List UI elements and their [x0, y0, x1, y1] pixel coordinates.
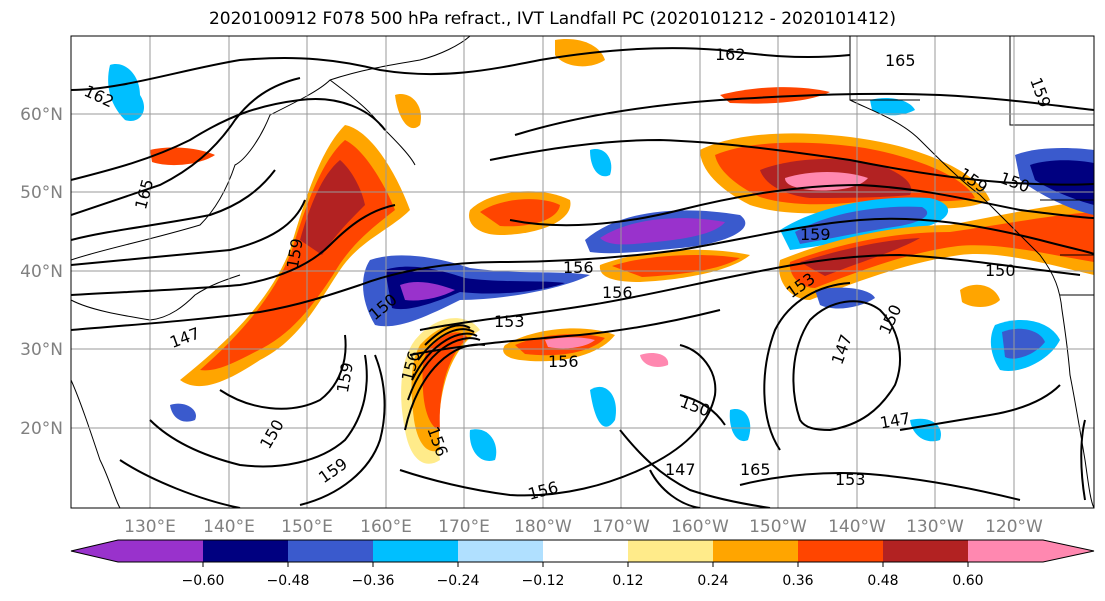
- colorbar-segment: [458, 540, 543, 562]
- lon-label: 120°W: [985, 517, 1043, 537]
- lon-label: 150°W: [749, 517, 807, 537]
- colorbar-tick-label: 0.60: [952, 573, 983, 589]
- lon-label: 170°E: [438, 517, 490, 537]
- colorbar-segment: [968, 540, 1043, 562]
- lon-label: 170°W: [592, 517, 650, 537]
- contour-label: 153: [494, 312, 525, 331]
- colorbar-tick-label: −0.48: [267, 573, 310, 589]
- lon-label: 140°E: [203, 517, 255, 537]
- lon-label: 130°W: [906, 517, 964, 537]
- lat-label: 20°N: [20, 419, 63, 439]
- contour-label: 147: [665, 460, 696, 479]
- contour-label: 156: [548, 352, 579, 371]
- colorbar-segment: [373, 540, 458, 562]
- contour-label: 162: [715, 45, 746, 64]
- colorbar-tick-label: −0.36: [352, 573, 395, 589]
- contour-label: 156: [563, 258, 594, 277]
- lat-label: 60°N: [20, 105, 63, 125]
- colorbar-tick-label: −0.12: [522, 573, 565, 589]
- colorbar-segment: [713, 540, 798, 562]
- contour-lines: [71, 47, 1094, 508]
- graticule: [71, 36, 1094, 508]
- colorbar-segment: [883, 540, 968, 562]
- plot-title: 2020100912 F078 500 hPa refract., IVT La…: [208, 9, 896, 29]
- contour-label: 156: [602, 283, 633, 302]
- colorbar-extend-min: [71, 540, 118, 562]
- colorbar-segment: [288, 540, 373, 562]
- colorbar-tick-label: −0.60: [182, 573, 225, 589]
- colorbar-tick-label: 0.24: [697, 573, 728, 589]
- latitude-labels: 60°N 50°N 40°N 30°N 20°N: [20, 105, 63, 439]
- contour-label: 150: [985, 261, 1016, 280]
- contour-label: 159: [800, 225, 831, 244]
- colorbar-segment: [798, 540, 883, 562]
- lon-label: 160°E: [360, 517, 412, 537]
- colorbar: −0.60 −0.48 −0.36 −0.24 −0.12 0.12 0.24 …: [70, 539, 1095, 589]
- colorbar-segment: [118, 540, 203, 562]
- colorbar-segment: [543, 540, 628, 562]
- lon-label: 180°W: [514, 517, 572, 537]
- lat-label: 30°N: [20, 340, 63, 360]
- lon-label: 140°W: [828, 517, 886, 537]
- arc-contours: [404, 324, 486, 431]
- colorbar-tick-label: 0.36: [782, 573, 813, 589]
- map-border: [70, 35, 1095, 509]
- lon-label: 130°E: [124, 517, 176, 537]
- contour-label: 153: [835, 470, 866, 489]
- lat-label: 40°N: [20, 262, 63, 282]
- colorbar-tick-label: 0.12: [612, 573, 643, 589]
- contour-label: 165: [740, 460, 771, 479]
- colorbar-segment: [203, 540, 288, 562]
- colorbar-extend-max: [1043, 540, 1094, 562]
- lon-label: 150°E: [281, 517, 333, 537]
- colorbar-segment: [628, 540, 713, 562]
- lon-label: 160°W: [671, 517, 729, 537]
- contour-label: 165: [885, 51, 916, 70]
- lat-label: 50°N: [20, 183, 63, 203]
- longitude-labels: 130°E 140°E 150°E 160°E 170°E 180°W 170°…: [124, 517, 1043, 537]
- colorbar-tick-label: 0.48: [867, 573, 898, 589]
- colorbar-tick-label: −0.24: [437, 573, 480, 589]
